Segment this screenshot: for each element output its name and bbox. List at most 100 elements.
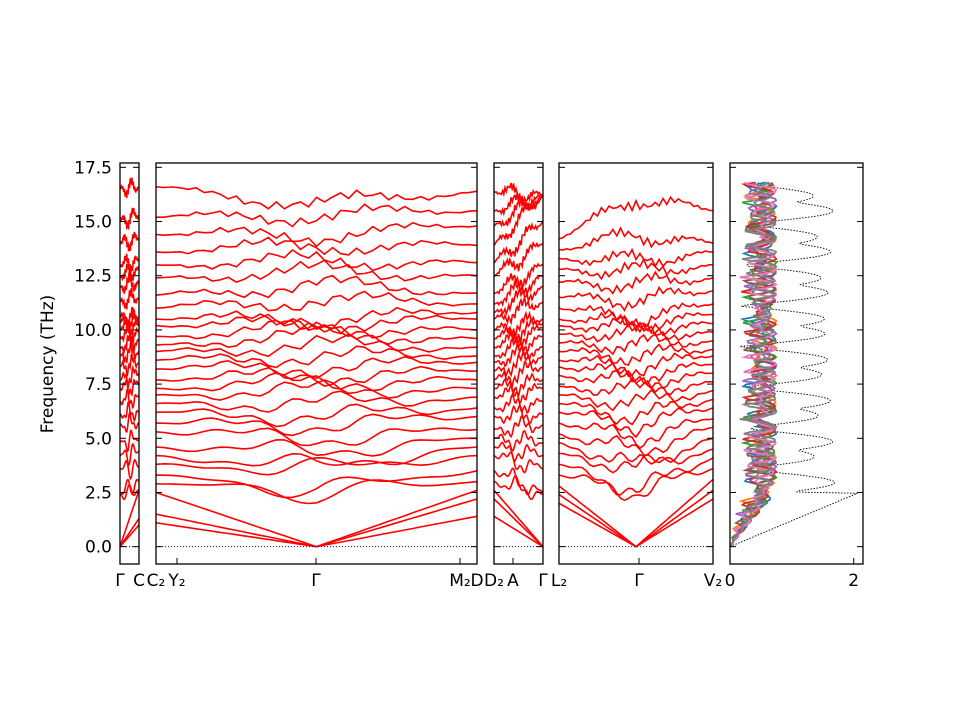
partial-dos-line — [729, 181, 778, 548]
band-line — [155, 515, 478, 548]
band-line — [558, 437, 714, 465]
band-line — [558, 457, 714, 496]
band-line — [493, 489, 544, 548]
band-line — [558, 314, 713, 337]
x-tick-label: D₂ — [484, 571, 504, 591]
band-line — [155, 236, 478, 256]
band-line — [558, 270, 714, 295]
band-line — [119, 231, 140, 252]
dos-frame — [729, 162, 864, 565]
band-line — [558, 247, 714, 268]
band-line — [155, 313, 478, 335]
band-line — [155, 186, 478, 210]
x-tick-label: Γ — [538, 571, 548, 591]
band-line — [119, 306, 140, 328]
band-line — [493, 451, 544, 474]
band-line — [119, 177, 140, 199]
panel-frame — [493, 162, 544, 565]
total-dos-line — [729, 182, 858, 548]
y-tick-label: 7.5 — [85, 375, 112, 395]
band-line — [493, 475, 544, 501]
x-tick-label: C₂ — [147, 571, 166, 591]
band-line — [493, 347, 544, 378]
band-line — [558, 226, 714, 251]
x-tick-label: C — [133, 571, 145, 591]
band-line — [558, 369, 713, 390]
band-line — [119, 388, 140, 410]
y-tick-label: 15.0 — [74, 213, 112, 233]
band-line — [493, 240, 544, 277]
band-line — [155, 479, 478, 505]
x-tick-label: D — [470, 571, 483, 591]
band-line — [558, 398, 714, 426]
band-line — [155, 446, 478, 467]
band-panel-3: D₂ A Γ — [484, 162, 548, 591]
band-line — [119, 458, 140, 480]
band-line — [493, 295, 544, 326]
band-line — [155, 498, 478, 548]
band-line — [558, 467, 714, 502]
band-line — [155, 379, 478, 401]
band-line — [119, 207, 140, 231]
band-line — [120, 478, 140, 496]
band-line — [558, 361, 713, 386]
band-line — [119, 351, 140, 377]
band-line — [155, 427, 478, 447]
band-line — [155, 317, 478, 340]
y-tick-label: 12.5 — [74, 267, 112, 287]
y-tick-label: 0.0 — [85, 538, 112, 558]
y-axis: 0.0 2.5 5.0 7.5 10.0 12.5 15.0 17.5 — [74, 158, 112, 557]
band-line — [119, 253, 140, 274]
band-line — [119, 262, 140, 282]
band-line — [155, 306, 478, 330]
x-tick-label: Γ — [115, 571, 125, 591]
band-line — [119, 287, 140, 310]
panel-frame — [119, 162, 140, 565]
band-line — [558, 195, 714, 240]
band-line — [558, 407, 714, 439]
band-line — [155, 274, 478, 299]
band-line — [558, 426, 714, 457]
band-line — [155, 345, 478, 369]
band-line — [155, 489, 478, 548]
band-line — [493, 310, 544, 337]
band-line — [493, 441, 544, 463]
band-line — [558, 352, 714, 378]
band-line — [558, 285, 714, 313]
band-line — [155, 259, 478, 283]
band-line — [493, 192, 544, 217]
band-line — [559, 388, 714, 412]
band-line — [493, 360, 544, 388]
band-line — [119, 442, 140, 467]
band-panel-2: C₂ Y₂ Γ M₂ D — [147, 162, 484, 591]
band-line — [493, 382, 544, 406]
x-tick-label: 0 — [725, 571, 736, 591]
x-tick-label: M₂ — [449, 571, 470, 591]
band-line — [558, 310, 714, 334]
band-line — [155, 403, 478, 428]
band-line — [493, 467, 544, 496]
x-tick-label: A — [507, 571, 519, 591]
band-line — [493, 182, 544, 205]
band-line — [119, 411, 140, 433]
band-line — [493, 372, 544, 399]
band-line — [493, 324, 543, 349]
band-line — [558, 478, 714, 548]
band-line — [155, 390, 478, 413]
x-tick-label: V₂ — [704, 571, 722, 591]
y-tick-label: 2.5 — [85, 483, 112, 503]
band-line — [558, 418, 714, 450]
y-tick-label: 5.0 — [85, 429, 112, 449]
x-tick-label: Γ — [634, 571, 644, 591]
band-line — [119, 429, 140, 453]
x-tick-label: 2 — [848, 571, 859, 591]
band-line — [155, 290, 478, 312]
band-panels: Γ C C₂ Y₂ Γ M₂ D D₂ A Γ L₂ Γ V₂ — [115, 162, 722, 591]
band-panel-4: L₂ Γ V₂ — [551, 162, 722, 591]
band-line — [493, 414, 544, 439]
band-line — [155, 355, 478, 380]
x-tick-label: Γ — [311, 571, 321, 591]
band-line — [493, 194, 544, 228]
band-line — [155, 221, 478, 248]
